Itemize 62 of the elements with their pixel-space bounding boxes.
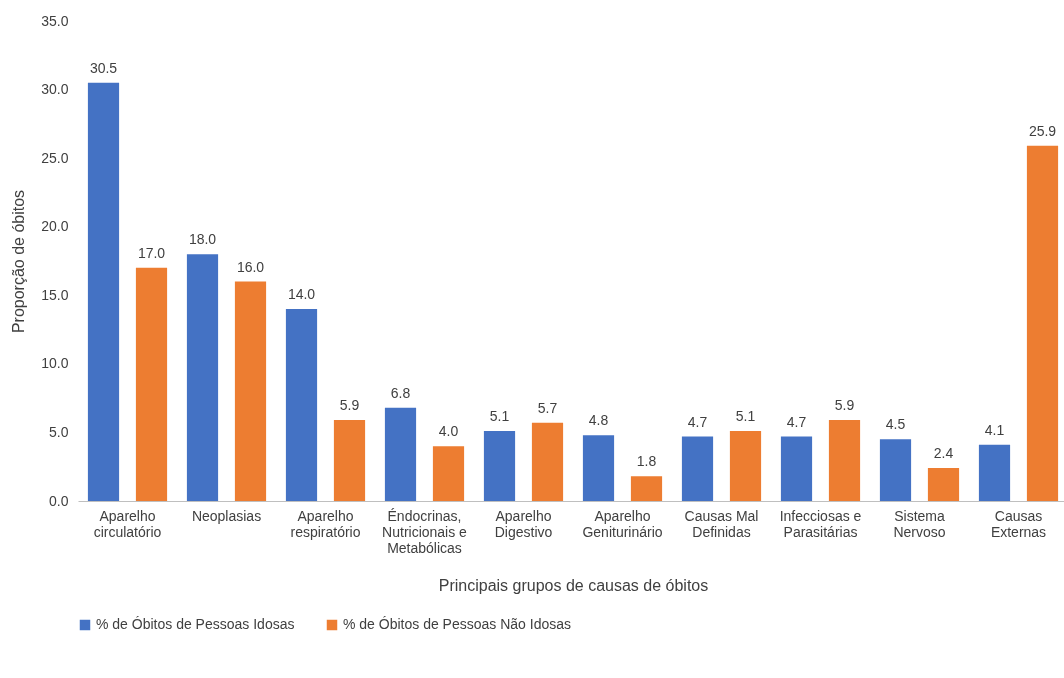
- x-tick-label: Aparelho respiratório: [290, 507, 361, 540]
- data-label: 4.0: [438, 423, 459, 440]
- bar: [432, 446, 465, 501]
- bar: [927, 468, 960, 501]
- data-label: 4.1: [984, 421, 1005, 438]
- data-label: 4.5: [885, 416, 906, 433]
- data-label: 6.8: [390, 384, 411, 401]
- bar: [582, 435, 615, 501]
- x-tick-label: Sistema Nervoso: [893, 507, 946, 540]
- data-label: 5.7: [537, 399, 558, 416]
- x-tick-label: Causas Mal Definidas: [684, 507, 759, 540]
- legend-label: % de Óbitos de Pessoas Idosas: [96, 616, 295, 632]
- x-tick-label: Éndocrinas, Nutricionais e Metabólicas: [382, 507, 468, 556]
- bar: [285, 309, 318, 501]
- bar: [333, 420, 366, 501]
- x-axis-title: Principais grupos de causas de óbitos: [438, 576, 709, 594]
- x-tick-label: Aparelho Geniturinário: [582, 507, 663, 540]
- bar: [234, 281, 267, 501]
- y-tick-label: 30.0: [41, 81, 69, 98]
- data-label: 4.8: [588, 412, 609, 429]
- data-label: 30.5: [89, 59, 118, 76]
- data-label: 16.0: [236, 258, 265, 275]
- bar: [978, 444, 1011, 501]
- bar: [87, 82, 120, 501]
- data-label: 4.7: [786, 413, 807, 430]
- x-tick-label: Neoplasias: [191, 507, 262, 524]
- data-label: 25.9: [1028, 122, 1057, 139]
- data-label: 18.0: [188, 231, 217, 248]
- y-tick-label: 10.0: [41, 355, 69, 372]
- y-tick-label: 20.0: [41, 218, 69, 235]
- bar: [729, 431, 762, 501]
- legend-label: % de Óbitos de Pessoas Não Idosas: [343, 616, 572, 632]
- data-label: 5.9: [834, 397, 855, 414]
- data-label: 5.9: [339, 397, 360, 414]
- y-tick-label: 5.0: [49, 423, 69, 440]
- bar: [384, 407, 417, 501]
- bar: [531, 422, 564, 501]
- y-tick-label: 15.0: [41, 286, 69, 303]
- bar: [681, 436, 714, 501]
- data-label: 5.1: [735, 408, 756, 425]
- data-label: 2.4: [933, 445, 954, 462]
- bar: [780, 436, 813, 501]
- bar: [1026, 145, 1059, 501]
- bar: [630, 476, 663, 501]
- x-tick-label: Infecciosas e Parasitárias: [779, 507, 862, 540]
- x-tick-label: Aparelho circulatório: [93, 507, 162, 540]
- x-tick-label: Aparelho Digestivo: [494, 507, 553, 540]
- data-label: 17.0: [137, 244, 166, 261]
- bar: [828, 420, 861, 501]
- bar: [186, 254, 219, 501]
- bar: [879, 439, 912, 501]
- y-tick-label: 0.0: [49, 492, 69, 509]
- bar: [135, 267, 168, 501]
- data-label: 1.8: [636, 453, 657, 470]
- x-tick-label: Causas Externas: [990, 507, 1047, 540]
- data-label: 14.0: [287, 286, 316, 302]
- y-axis-title: Proporção de óbitos: [10, 189, 28, 334]
- y-tick-label: 35.0: [41, 12, 69, 29]
- bar: [483, 431, 516, 501]
- data-label: 4.7: [687, 413, 708, 430]
- data-label: 5.1: [489, 408, 510, 425]
- y-tick-label: 25.0: [41, 149, 69, 166]
